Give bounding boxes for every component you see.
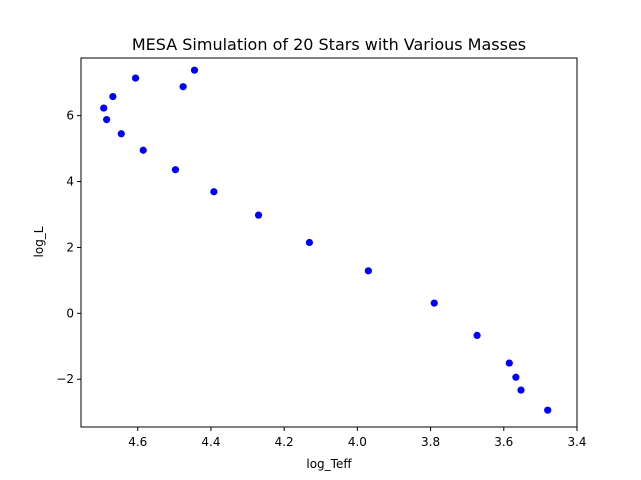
data-point xyxy=(190,66,199,74)
x-tick-label: 3.6 xyxy=(494,435,513,449)
data-point xyxy=(103,116,111,124)
data-point xyxy=(473,331,481,340)
x-tick-label: 4.6 xyxy=(128,435,147,449)
x-axis-label: log_Teff xyxy=(306,457,352,471)
data-point xyxy=(305,238,314,247)
data-point xyxy=(512,373,520,381)
y-tick-label: 2 xyxy=(66,240,74,254)
data-point xyxy=(131,74,140,82)
data-point xyxy=(505,359,513,367)
chart-title: MESA Simulation of 20 Stars with Various… xyxy=(132,35,526,54)
y-tick-label: 0 xyxy=(66,306,74,320)
data-point xyxy=(100,104,108,112)
data-point xyxy=(544,406,552,414)
data-point xyxy=(430,299,438,307)
x-axis-ticks: 4.6 4.4 4.2 4.0 3.8 3.6 3.4 xyxy=(128,427,587,449)
data-point xyxy=(517,386,525,394)
x-tick-label: 4.0 xyxy=(348,435,367,449)
data-point xyxy=(254,211,263,219)
data-points xyxy=(100,66,552,414)
data-point xyxy=(139,146,147,154)
y-axis-label: log_L xyxy=(32,226,46,257)
y-axis-ticks: −2 0 2 4 6 xyxy=(56,109,81,386)
data-point xyxy=(171,166,180,174)
data-point xyxy=(109,92,117,101)
y-tick-label: −2 xyxy=(56,372,74,386)
x-tick-label: 3.4 xyxy=(567,435,586,449)
plot-frame xyxy=(80,57,578,428)
data-point xyxy=(210,188,218,196)
x-tick-label: 4.2 xyxy=(275,435,294,449)
x-tick-label: 3.8 xyxy=(421,435,440,449)
data-point xyxy=(117,130,125,138)
y-tick-label: 6 xyxy=(66,109,74,123)
data-point xyxy=(179,83,187,91)
data-point xyxy=(364,267,372,275)
x-tick-label: 4.4 xyxy=(201,435,220,449)
y-tick-label: 4 xyxy=(66,175,74,189)
